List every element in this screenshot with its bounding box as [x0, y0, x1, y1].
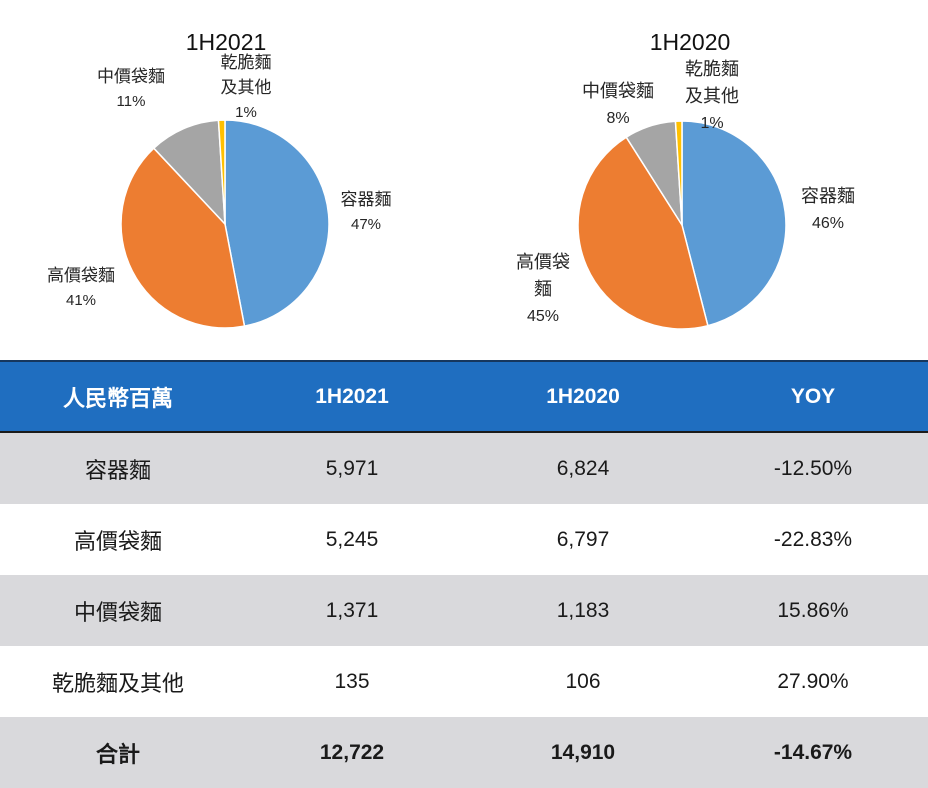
table-cell-1h2021: 5,245	[325, 527, 379, 551]
pie-1h2021-label-high-price-bag-noodles: 高價袋麵 41%	[47, 263, 115, 313]
table-cell-category: 合計	[95, 741, 140, 767]
slice-category-label: 中價袋麵	[582, 81, 654, 101]
table-cell-category: 中價袋麵	[73, 599, 162, 625]
table-cell-1h2021: 12,722	[319, 740, 385, 764]
revenue-table: 人民幣百萬 1H2021 1H2020 YOY 容器麵 5,971 6,824 …	[0, 360, 928, 788]
pie-slice-container-noodles	[224, 119, 330, 327]
table-cell-1h2021: 5,971	[325, 456, 379, 480]
table-cell-category: 乾脆麵及其他	[51, 670, 184, 696]
pie-slice-mid-price-bag-noodles	[153, 119, 226, 225]
table-cell-1h2021: 1,371	[325, 598, 379, 622]
pie-slice-high-price-bag-noodles	[577, 136, 709, 330]
column-header-unit: 人民幣百萬	[62, 385, 173, 411]
table-cell-1h2021: 135	[334, 669, 370, 693]
slice-value-label: 47%	[350, 216, 382, 233]
table-cell-1h2020: 6,824	[556, 456, 610, 480]
slice-value-label: 45%	[526, 308, 560, 325]
table-cell-yoy: 27.90%	[777, 669, 849, 693]
pie-slice-snack-noodles-others	[217, 119, 226, 225]
pie-charts-area: 1H2021 容器麵 47% 高價袋麵 41% 中價袋麵 11% 乾脆麵及其他 …	[0, 0, 928, 360]
table-cell-yoy: -12.50%	[773, 456, 853, 480]
table-cell-yoy: -22.83%	[773, 527, 853, 551]
pie-1h2021-label-mid-price-bag-noodles: 中價袋麵 11%	[97, 64, 165, 114]
pie-slice-container-noodles	[681, 120, 787, 327]
slice-value-label: 41%	[65, 292, 97, 309]
table-row: 容器麵 5,971 6,824 -12.50%	[0, 433, 928, 504]
slice-category-label: 高價袋麵	[47, 266, 115, 285]
slice-category-label: 乾脆麵及其他	[220, 53, 272, 97]
slice-value-label: 1%	[700, 115, 724, 132]
pie-charts-canvas	[120, 119, 787, 330]
pie-1h2020-label-container-noodles: 容器麵 46%	[801, 183, 855, 237]
table-cell-1h2020: 106	[565, 669, 601, 693]
table-total-row: 合計 12,722 14,910 -14.67%	[0, 717, 928, 788]
column-header-1h2020: 1H2020	[546, 384, 620, 408]
table-cell-category: 高價袋麵	[73, 528, 162, 554]
pie-1h2020-label-high-price-bag-noodles: 高價袋麵 45%	[514, 249, 572, 330]
table-cell-1h2020: 14,910	[550, 740, 616, 764]
table-cell-category: 容器麵	[84, 457, 151, 483]
table-row: 乾脆麵及其他 135 106 27.90%	[0, 646, 928, 717]
slice-category-label: 中價袋麵	[97, 67, 165, 86]
pie-title-1h2021: 1H2021	[185, 29, 267, 55]
column-header-yoy: YOY	[790, 384, 836, 408]
table-cell-1h2020: 1,183	[556, 598, 610, 622]
pie-title-1h2020: 1H2020	[649, 29, 731, 55]
table-cell-1h2020: 6,797	[556, 527, 610, 551]
table-header-row: 人民幣百萬 1H2021 1H2020 YOY	[0, 360, 928, 433]
slice-value-label: 1%	[235, 104, 257, 121]
slice-value-label: 46%	[811, 215, 845, 232]
slice-category-label: 容器麵	[801, 186, 855, 206]
pie-1h2021-label-snack-noodles-others: 乾脆麵及其他 1%	[219, 50, 273, 125]
column-header-1h2021: 1H2021	[315, 384, 389, 408]
slice-value-label: 8%	[606, 110, 630, 127]
table-cell-yoy: -14.67%	[773, 740, 853, 764]
slice-category-label: 容器麵	[340, 190, 392, 209]
slice-category-label: 高價袋麵	[516, 252, 570, 299]
pie-1h2020-label-snack-noodles-others: 乾脆麵及其他 1%	[683, 56, 741, 137]
pie-1h2021-label-container-noodles: 容器麵 47%	[341, 187, 392, 237]
slice-value-label: 11%	[116, 93, 146, 110]
table-cell-yoy: 15.86%	[777, 598, 849, 622]
pie-slice-snack-noodles-others	[674, 120, 683, 226]
pie-1h2021	[120, 119, 330, 329]
slice-category-label: 乾脆麵及其他	[685, 59, 739, 106]
pie-1h2020	[577, 120, 787, 330]
pie-1h2020-label-mid-price-bag-noodles: 中價袋麵 8%	[582, 78, 654, 132]
table-row: 高價袋麵 5,245 6,797 -22.83%	[0, 504, 928, 575]
pie-slice-high-price-bag-noodles	[120, 147, 246, 329]
table-row: 中價袋麵 1,371 1,183 15.86%	[0, 575, 928, 646]
